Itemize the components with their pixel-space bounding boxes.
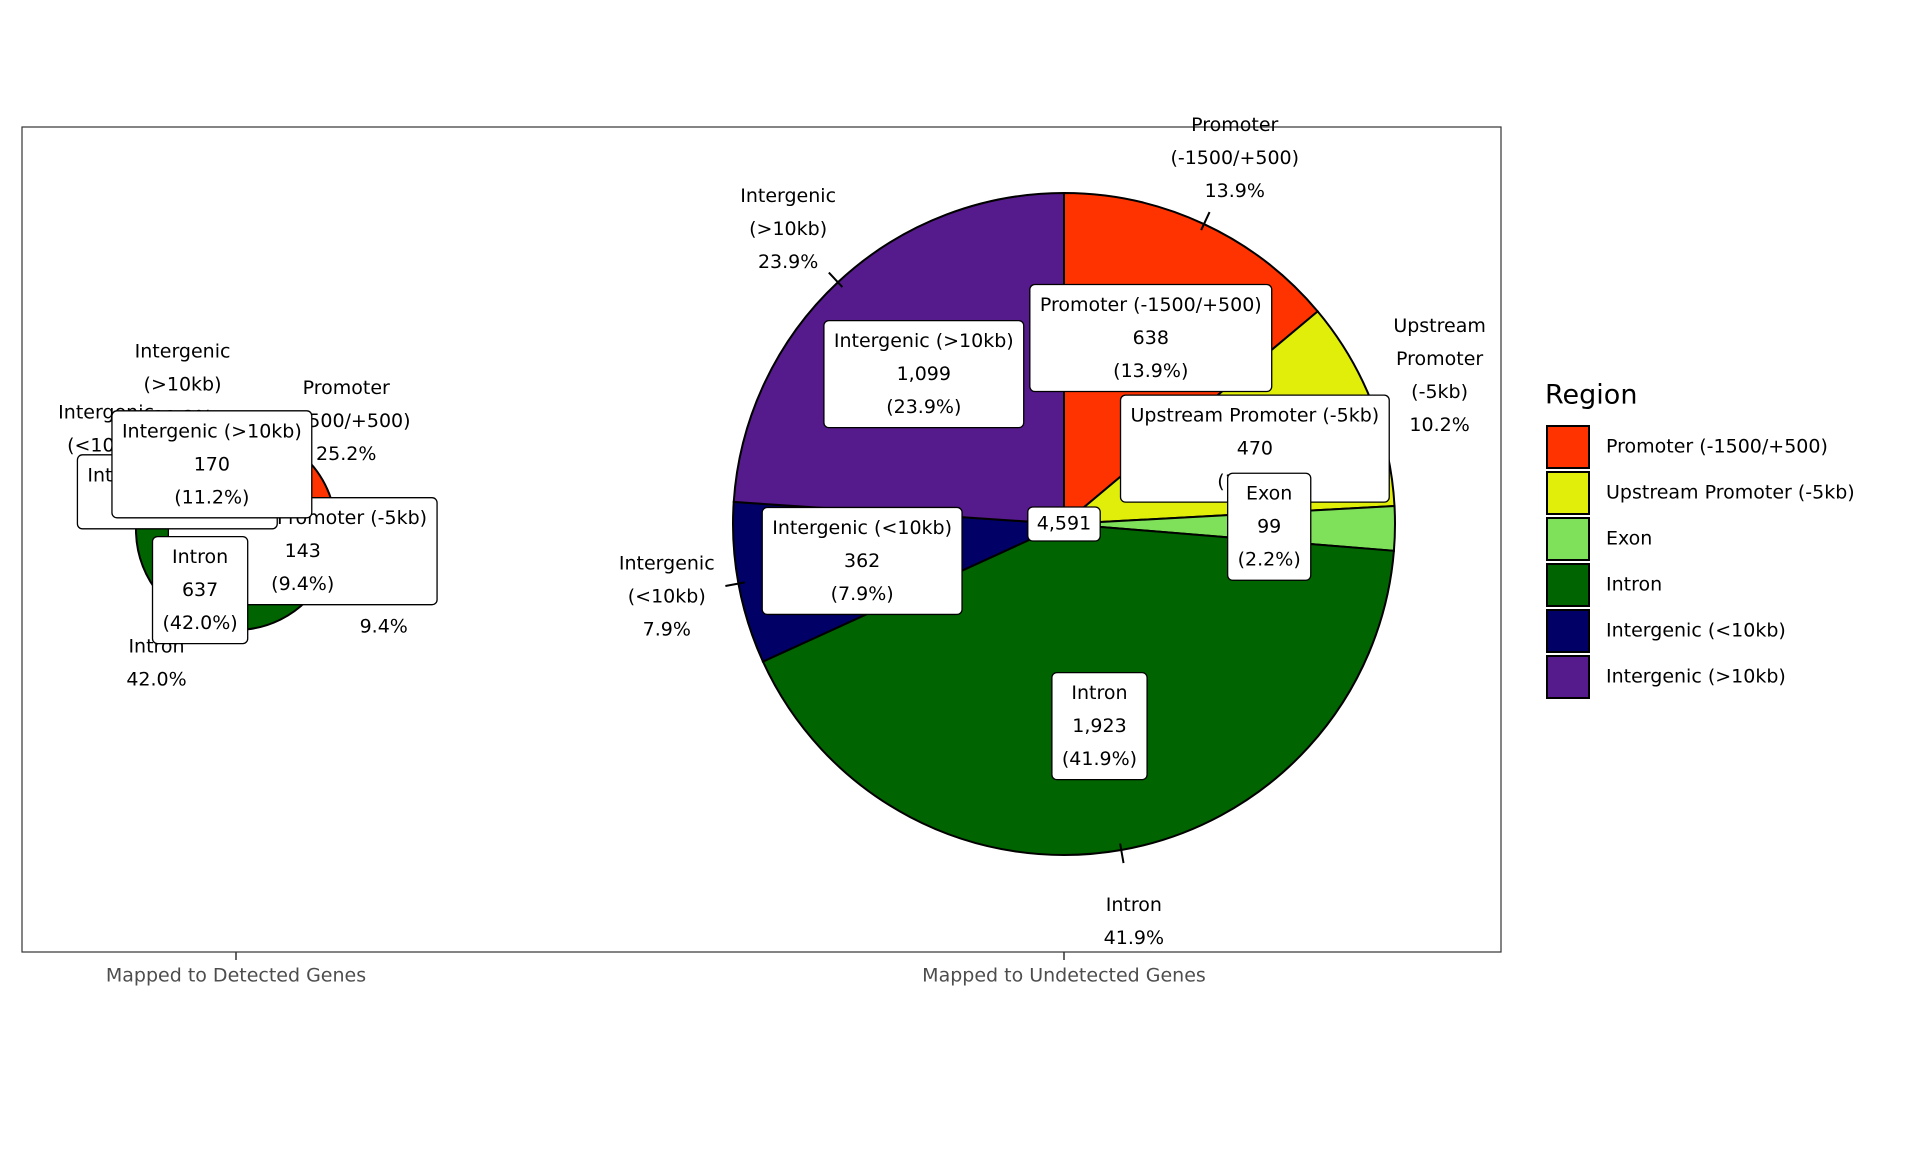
box-label-text: Intergenic (>10kb) <box>834 330 1014 352</box>
total-box <box>1027 506 1101 542</box>
outer-label-text: 25.2% <box>316 443 376 465</box>
box-label-text: 99 <box>1257 515 1281 537</box>
box-label-text: Intergenic (<10kb) <box>772 516 952 538</box>
label-box <box>151 535 249 645</box>
box-label: Intergenic (<10kb) 362 (7.9%) <box>772 516 952 604</box>
outer-label: Intergenic (<10kb) 7.9% <box>619 552 715 640</box>
outer-label-text: Intergenic (>10kb) <box>135 340 231 395</box>
legend-key <box>1546 609 1590 653</box>
outer-label-text: 42.0% <box>126 668 186 690</box>
box-label: Intergenic (>10kb) 170 (11.2%) <box>122 420 302 508</box>
box-label-text: (41.9%) <box>1062 748 1137 770</box>
label-box <box>1051 671 1148 781</box>
outer-label: Upstream Promoter (-5kb) 10.2% <box>1393 315 1486 436</box>
outer-label-text: Promoter (-1500/+500) <box>282 377 411 432</box>
box-label-text: (23.9%) <box>886 396 961 418</box>
box-label: Promoter (-1500/+500) 638 (13.9%) <box>1040 294 1262 382</box>
label-tick <box>1200 211 1211 231</box>
box-label-text: Exon <box>1246 482 1292 504</box>
outer-label-text: Promoter (-1500/+500) <box>1170 114 1299 169</box>
label-box <box>823 319 1025 429</box>
legend-label: Intergenic (<10kb) <box>1606 620 1786 642</box>
x-axis-label: Mapped to Detected Genes <box>106 965 366 987</box>
box-label: Intron 637 (42.0%) <box>163 546 238 634</box>
box-label-text: (9.4%) <box>271 573 334 595</box>
panel-border <box>21 126 1502 953</box>
outer-label-text: Intergenic (>10kb) <box>740 185 836 240</box>
legend-key <box>1546 425 1590 469</box>
outer-label-text: 9.4% <box>360 615 408 637</box>
legend-label: Intergenic (>10kb) <box>1606 666 1786 688</box>
label-tick <box>828 271 844 288</box>
box-label-text: (13.9%) <box>1113 360 1188 382</box>
outer-label: Intergenic (>10kb) 23.9% <box>740 185 836 273</box>
box-label-text: 638 <box>1133 327 1169 349</box>
label-box <box>761 506 963 616</box>
box-label-text: 637 <box>182 579 218 601</box>
outer-label-text: 41.9% <box>1104 927 1164 949</box>
box-label-text: 143 <box>285 540 321 562</box>
label-box <box>1029 283 1273 393</box>
outer-label: Intron 41.9% <box>1104 894 1164 949</box>
legend-label: Upstream Promoter (-5kb) <box>1606 482 1855 504</box>
box-label-text: (11.2%) <box>174 486 249 508</box>
box-label-text: (42.0%) <box>163 612 238 634</box>
box-label-text: (7.9%) <box>831 582 894 604</box>
legend-key <box>1546 471 1590 515</box>
legend-key <box>1546 517 1590 561</box>
box-label-text: 1,099 <box>897 363 951 385</box>
box-label-text: (2.2%) <box>1238 548 1301 570</box>
legend-key <box>1546 655 1590 699</box>
legend-title: Region <box>1545 380 1637 411</box>
box-label-text: Promoter (-1500/+500) <box>1040 294 1262 316</box>
outer-label-text: 23.9% <box>758 251 818 273</box>
legend-label: Intron <box>1606 574 1662 596</box>
box-label: Intron 1,923 (41.9%) <box>1062 682 1137 770</box>
box-label-text: 1,923 <box>1072 715 1126 737</box>
box-label: Exon 99 (2.2%) <box>1238 482 1301 570</box>
outer-label: Promoter (-1500/+500) 13.9% <box>1170 114 1299 202</box>
label-box <box>111 410 313 519</box>
box-label-text: 170 <box>194 453 230 475</box>
total-label: 4,591 <box>1037 513 1091 535</box>
box-label-text: Upstream Promoter (-5kb) <box>1131 404 1380 426</box>
outer-label-text: 10.2% <box>1409 414 1469 436</box>
outer-label-text: 7.9% <box>643 618 691 640</box>
box-label-text: 470 <box>1237 437 1273 459</box>
x-axis-label: Mapped to Undetected Genes <box>922 965 1206 987</box>
label-tick <box>725 581 746 587</box>
legend-key <box>1546 563 1590 607</box>
label-box <box>1226 472 1312 581</box>
box-label: Intergenic (>10kb) 1,099 (23.9%) <box>834 330 1014 418</box>
box-label-text: Intron <box>1071 682 1127 704</box>
outer-label-text: 13.9% <box>1205 180 1265 202</box>
outer-label: Promoter (-1500/+500) 25.2% <box>282 377 411 465</box>
box-label-text: Intron <box>172 546 228 568</box>
legend-label: Promoter (-1500/+500) <box>1606 436 1828 458</box>
legend-label: Exon <box>1606 528 1652 550</box>
outer-label-text: Intron <box>1106 894 1162 916</box>
box-label-text: Intergenic (>10kb) <box>122 420 302 442</box>
outer-label-text: Intergenic (<10kb) <box>619 552 715 607</box>
label-tick <box>1119 843 1125 864</box>
box-label-text: 362 <box>844 549 880 571</box>
